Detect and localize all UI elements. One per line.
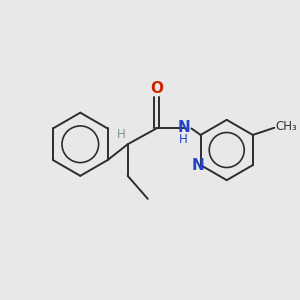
Text: CH₃: CH₃ bbox=[275, 120, 297, 133]
Text: H: H bbox=[117, 128, 126, 141]
Text: N: N bbox=[177, 120, 190, 135]
Text: H: H bbox=[179, 133, 188, 146]
Text: N: N bbox=[192, 158, 205, 172]
Text: O: O bbox=[150, 81, 163, 96]
